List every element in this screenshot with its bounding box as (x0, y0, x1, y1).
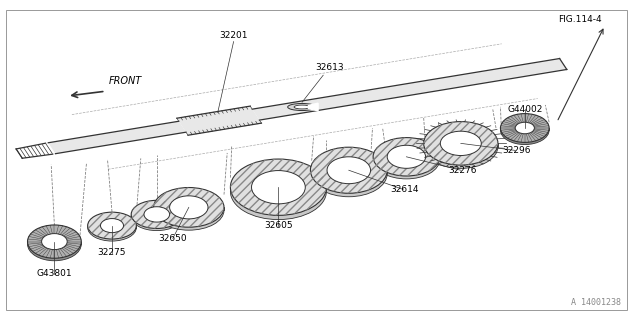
Text: FIG.114-4: FIG.114-4 (558, 15, 602, 24)
Text: 32276: 32276 (448, 166, 477, 175)
Ellipse shape (154, 190, 224, 230)
Polygon shape (500, 128, 549, 130)
Text: 32296: 32296 (502, 146, 531, 155)
Ellipse shape (131, 200, 182, 228)
Ellipse shape (424, 125, 498, 168)
Polygon shape (252, 59, 567, 120)
Ellipse shape (373, 138, 440, 176)
Ellipse shape (28, 225, 81, 258)
Ellipse shape (500, 114, 549, 142)
Polygon shape (373, 157, 440, 160)
Text: FRONT: FRONT (109, 76, 142, 86)
Text: G44002: G44002 (507, 105, 543, 114)
Text: 32650: 32650 (159, 234, 187, 243)
Polygon shape (28, 242, 81, 244)
Text: 32275: 32275 (98, 248, 126, 257)
Ellipse shape (387, 145, 426, 168)
Polygon shape (424, 143, 498, 147)
Text: 32201: 32201 (220, 31, 248, 40)
Ellipse shape (310, 147, 387, 193)
Ellipse shape (230, 163, 326, 220)
Polygon shape (154, 207, 224, 210)
Polygon shape (230, 187, 326, 191)
Polygon shape (48, 121, 186, 154)
Text: 32605: 32605 (264, 221, 292, 230)
Polygon shape (88, 226, 136, 228)
Text: 32613: 32613 (316, 63, 344, 72)
Ellipse shape (154, 188, 224, 227)
Ellipse shape (310, 151, 387, 197)
Text: 32614: 32614 (390, 185, 419, 194)
Ellipse shape (144, 207, 170, 222)
Ellipse shape (42, 234, 67, 250)
Ellipse shape (440, 131, 481, 156)
Polygon shape (177, 106, 262, 135)
Ellipse shape (170, 196, 208, 219)
Text: A 14001238: A 14001238 (571, 298, 621, 307)
Ellipse shape (373, 140, 440, 179)
Polygon shape (308, 103, 318, 111)
Ellipse shape (288, 103, 316, 110)
Ellipse shape (28, 228, 81, 261)
Text: G43801: G43801 (36, 269, 72, 278)
Polygon shape (310, 170, 387, 174)
Ellipse shape (100, 219, 124, 233)
Ellipse shape (500, 116, 549, 145)
Ellipse shape (88, 212, 136, 239)
Ellipse shape (294, 105, 310, 109)
Ellipse shape (252, 171, 305, 204)
Ellipse shape (88, 214, 136, 241)
Ellipse shape (230, 159, 326, 215)
Ellipse shape (515, 122, 534, 134)
Ellipse shape (424, 122, 498, 165)
Ellipse shape (327, 157, 371, 184)
Polygon shape (131, 214, 182, 217)
Ellipse shape (131, 203, 182, 231)
